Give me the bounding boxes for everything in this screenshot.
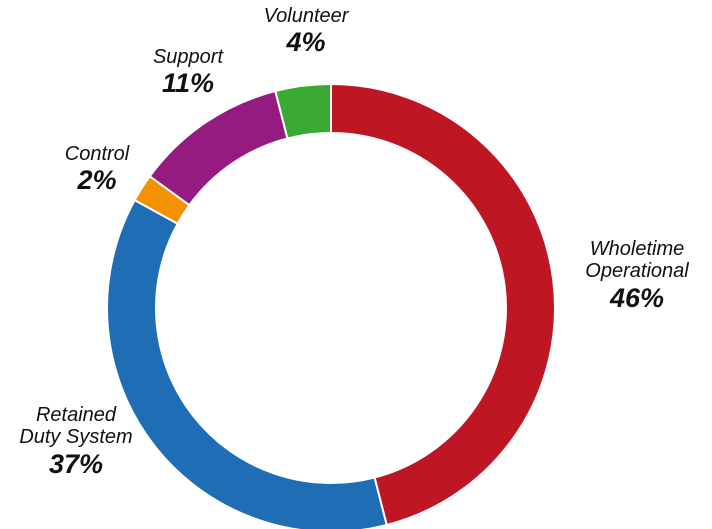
label-name-line: Retained — [35, 404, 117, 426]
label-percent: 46% — [609, 282, 665, 313]
label-support: Support 11% — [133, 46, 243, 99]
label-name-line: Duty System — [19, 426, 133, 449]
label-name-line: Wholetime — [589, 238, 685, 260]
label-percent: 2% — [77, 165, 117, 196]
label-percent: 37% — [48, 448, 104, 479]
label-name-line: Operational — [585, 260, 689, 283]
slice-retained-duty-system — [106, 198, 388, 529]
label-name-line: Support — [152, 46, 224, 68]
label-volunteer: Volunteer 4% — [246, 5, 366, 58]
label-percent: 4% — [286, 27, 326, 58]
label-control: Control 2% — [42, 143, 152, 196]
label-wholetime-operational: Wholetime Operational 46% — [562, 238, 712, 313]
label-name-line: Volunteer — [263, 5, 349, 27]
label-retained-duty-system: Retained Duty System 37% — [6, 404, 146, 479]
slice-support — [148, 89, 289, 207]
label-percent: 11% — [161, 68, 215, 99]
label-name-line: Control — [64, 143, 130, 165]
slice-volunteer — [274, 82, 332, 140]
slice-wholetime-operational — [330, 82, 556, 527]
